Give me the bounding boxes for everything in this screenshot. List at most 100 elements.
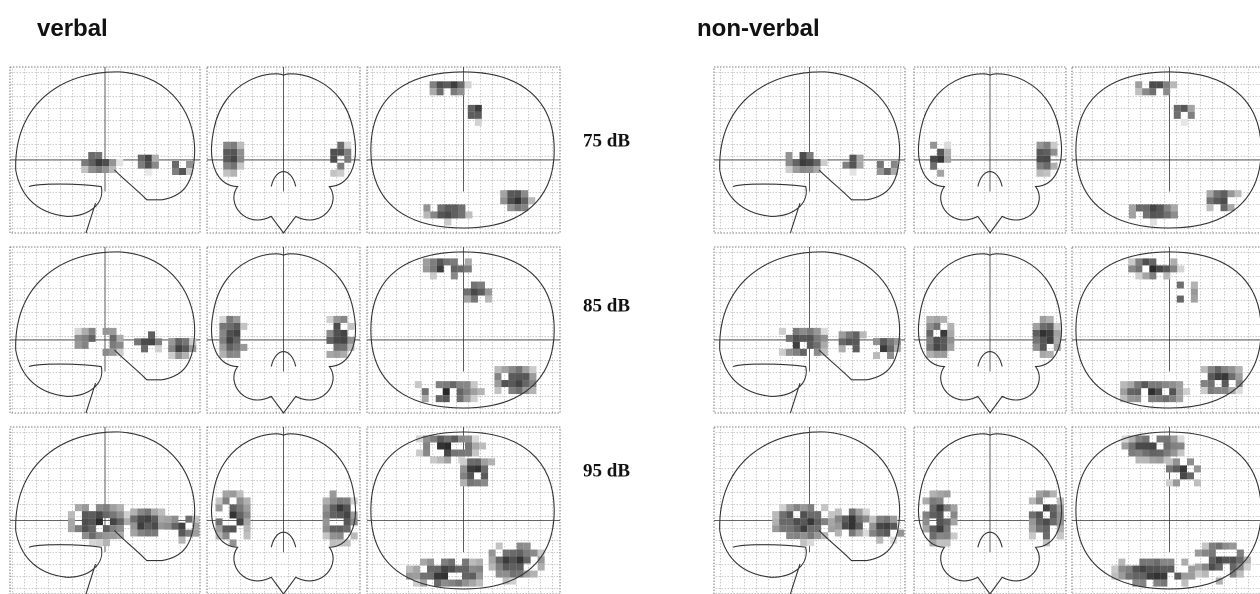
- activation-voxel: [923, 511, 930, 518]
- activation-voxel: [1157, 457, 1164, 464]
- activation-voxel: [237, 142, 244, 149]
- activation-voxel: [1047, 351, 1054, 358]
- activation-voxel: [464, 388, 471, 395]
- activation-voxel: [148, 331, 155, 338]
- activation-voxel: [75, 504, 82, 511]
- activation-voxel: [1181, 105, 1188, 112]
- activation-voxel: [1143, 436, 1150, 443]
- activation-voxel: [793, 349, 800, 356]
- activation-voxel: [472, 443, 479, 450]
- activation-voxel: [1044, 156, 1051, 163]
- activation-voxel: [1143, 450, 1150, 457]
- activation-voxel: [230, 525, 237, 532]
- activation-voxel: [1050, 504, 1057, 511]
- activation-voxel: [137, 515, 144, 522]
- activation-voxel: [1157, 211, 1164, 218]
- activation-voxel: [1150, 443, 1157, 450]
- activation-voxel: [944, 504, 951, 511]
- activation-voxel: [937, 170, 944, 177]
- activation-voxel: [1037, 149, 1044, 156]
- activation-voxel: [807, 159, 814, 166]
- activation-voxel: [930, 525, 937, 532]
- activation-voxel: [481, 472, 488, 479]
- activation-voxel: [786, 532, 793, 539]
- activation-voxel: [1188, 112, 1195, 119]
- activation-voxel: [474, 465, 481, 472]
- activation-voxel: [1188, 105, 1195, 112]
- activation-voxel: [441, 559, 448, 566]
- activation-voxel: [1183, 388, 1190, 395]
- activation-voxel: [88, 159, 95, 166]
- activation-voxel: [344, 149, 351, 156]
- activation-voxel: [800, 511, 807, 518]
- activation-voxel: [1051, 149, 1058, 156]
- activation-voxel: [413, 566, 420, 573]
- activation-voxel: [1139, 559, 1146, 566]
- activation-voxel: [1214, 190, 1221, 197]
- activation-voxel: [1221, 190, 1228, 197]
- activation-voxel: [233, 323, 240, 330]
- activation-voxel: [340, 337, 347, 344]
- activation-voxel: [1178, 436, 1185, 443]
- activation-voxel: [800, 539, 807, 546]
- activation-voxel: [1036, 490, 1043, 497]
- activation-voxel: [223, 149, 230, 156]
- brain-view: [10, 247, 200, 413]
- activation-voxel: [1129, 211, 1136, 218]
- activation-voxel: [219, 337, 226, 344]
- activation-voxel: [462, 580, 469, 587]
- activation-voxel: [1166, 458, 1173, 465]
- activation-voxel: [814, 518, 821, 525]
- activation-voxel: [793, 532, 800, 539]
- activation-voxel: [340, 330, 347, 337]
- activation-voxel: [1043, 504, 1050, 511]
- activation-voxel: [1156, 265, 1163, 272]
- brain-view: [714, 247, 905, 413]
- activation-voxel: [423, 443, 430, 450]
- activation-voxel: [155, 345, 162, 352]
- activation-voxel: [441, 580, 448, 587]
- activation-voxel: [443, 381, 450, 388]
- activation-voxel: [937, 149, 944, 156]
- activation-voxel: [1214, 197, 1221, 204]
- activation-voxel: [1120, 381, 1127, 388]
- activation-voxel: [884, 168, 891, 175]
- activation-voxel: [340, 344, 347, 351]
- activation-voxel: [230, 539, 237, 546]
- activation-voxel: [800, 504, 807, 511]
- activation-voxel: [481, 465, 488, 472]
- activation-voxel: [152, 162, 159, 169]
- activation-voxel: [1139, 566, 1146, 573]
- activation-voxel: [230, 163, 237, 170]
- activation-voxel: [423, 204, 430, 211]
- activation-voxel: [96, 504, 103, 511]
- activation-voxel: [75, 525, 82, 532]
- activation-voxel: [437, 211, 444, 218]
- activation-voxel: [1202, 571, 1209, 578]
- activation-voxel: [441, 573, 448, 580]
- activation-voxel: [134, 338, 141, 345]
- activation-voxel: [1215, 387, 1222, 394]
- activation-voxel: [786, 166, 793, 173]
- activation-voxel: [230, 149, 237, 156]
- activation-voxel: [1209, 557, 1216, 564]
- activation-voxel: [849, 162, 856, 169]
- activation-voxel: [839, 338, 846, 345]
- activation-voxel: [110, 335, 117, 342]
- brain-view: [914, 247, 1066, 413]
- activation-voxel: [330, 511, 337, 518]
- activation-voxel: [1167, 566, 1174, 573]
- activation-voxel: [1155, 381, 1162, 388]
- activation-voxel: [458, 211, 465, 218]
- activation-voxel: [800, 525, 807, 532]
- activation-voxel: [347, 323, 354, 330]
- activation-voxel: [531, 571, 538, 578]
- activation-voxel: [1143, 211, 1150, 218]
- activation-voxel: [1146, 566, 1153, 573]
- activation-voxel: [876, 516, 883, 523]
- activation-voxel: [947, 323, 954, 330]
- activation-voxel: [894, 338, 901, 345]
- activation-voxel: [1050, 518, 1057, 525]
- activation-voxel: [145, 155, 152, 162]
- activation-voxel: [443, 395, 450, 402]
